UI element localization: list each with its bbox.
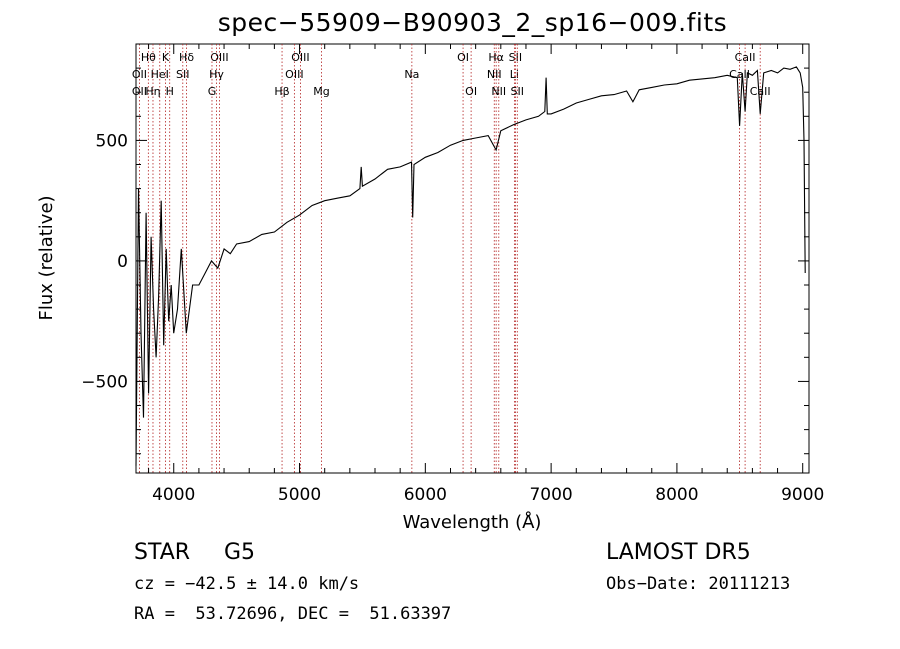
marker-label-row2: OII — [132, 68, 147, 81]
marker-label-row2: CaII — [729, 68, 750, 81]
survey-name: LAMOST DR5 — [606, 540, 751, 565]
sky-coordinates: RA = 53.72696, DEC = 51.63397 — [134, 604, 452, 624]
object-class: STAR — [134, 540, 191, 565]
marker-label-row1: OI — [457, 51, 469, 64]
marker-label-row2: Li — [510, 68, 519, 81]
marker-label-row3: SII — [511, 85, 524, 98]
x-axis-label: Wavelength (Å) — [403, 511, 542, 533]
marker-label-row1: OIII — [210, 51, 228, 64]
x-tick-label: 6000 — [404, 485, 447, 505]
marker-label-row3: Hβ — [274, 85, 289, 98]
y-axis-label: Flux (relative) — [36, 195, 57, 320]
x-tick-label: 4000 — [152, 485, 195, 505]
marker-label-row3: G — [208, 85, 217, 98]
x-tick-label: 9000 — [781, 485, 824, 505]
spectral-line-markers: Hθ K Hδ OIII OIII OI Hα SII CaII OII HeI SII Hγ OIII N… — [132, 44, 771, 473]
spectral-subclass: G5 — [224, 540, 256, 565]
y-tick-label: −500 — [81, 372, 128, 392]
marker-label-row1: Hδ — [179, 51, 194, 64]
marker-label-row3: Hη — [145, 85, 160, 98]
marker-label-row2: HeI — [151, 68, 169, 81]
marker-label-row3: CaII — [750, 85, 771, 98]
marker-label-row1: K — [162, 51, 170, 64]
spectrum-series-line — [135, 66, 806, 466]
marker-label-row1: OIII — [291, 51, 309, 64]
marker-label-row2: Hγ — [209, 68, 224, 81]
y-tick-label: 0 — [117, 252, 128, 272]
marker-label-row3: Mg — [313, 85, 329, 98]
marker-label-row3: H — [166, 85, 174, 98]
marker-label-row2: OIII — [285, 68, 303, 81]
marker-label-row3: OII — [132, 85, 147, 98]
redshift-velocity: cz = −42.5 ± 14.0 km/s — [134, 574, 360, 594]
marker-label-row1: CaII — [735, 51, 756, 64]
marker-label-row1: Hα — [488, 51, 504, 64]
plot-frame — [135, 43, 810, 474]
x-tick-label: 7000 — [529, 485, 572, 505]
chart-title: spec−55909−B90903_2_sp16−009.fits — [217, 8, 728, 37]
y-tick-label: 500 — [96, 131, 128, 151]
marker-label-row2: Na — [404, 68, 419, 81]
marker-label-row1: Hθ — [141, 51, 156, 64]
axis-ticks: 4000 5000 6000 7000 8000 9000 −500 0 500 — [81, 43, 824, 505]
marker-label-row2: NII — [487, 68, 502, 81]
x-tick-label: 5000 — [278, 485, 321, 505]
marker-label-row1: SII — [509, 51, 522, 64]
marker-label-row3: NII — [491, 85, 506, 98]
x-tick-label: 8000 — [655, 485, 698, 505]
marker-label-row2: SII — [176, 68, 189, 81]
observation-date: Obs−Date: 20111213 — [606, 574, 791, 594]
marker-label-row3: OI — [465, 85, 477, 98]
